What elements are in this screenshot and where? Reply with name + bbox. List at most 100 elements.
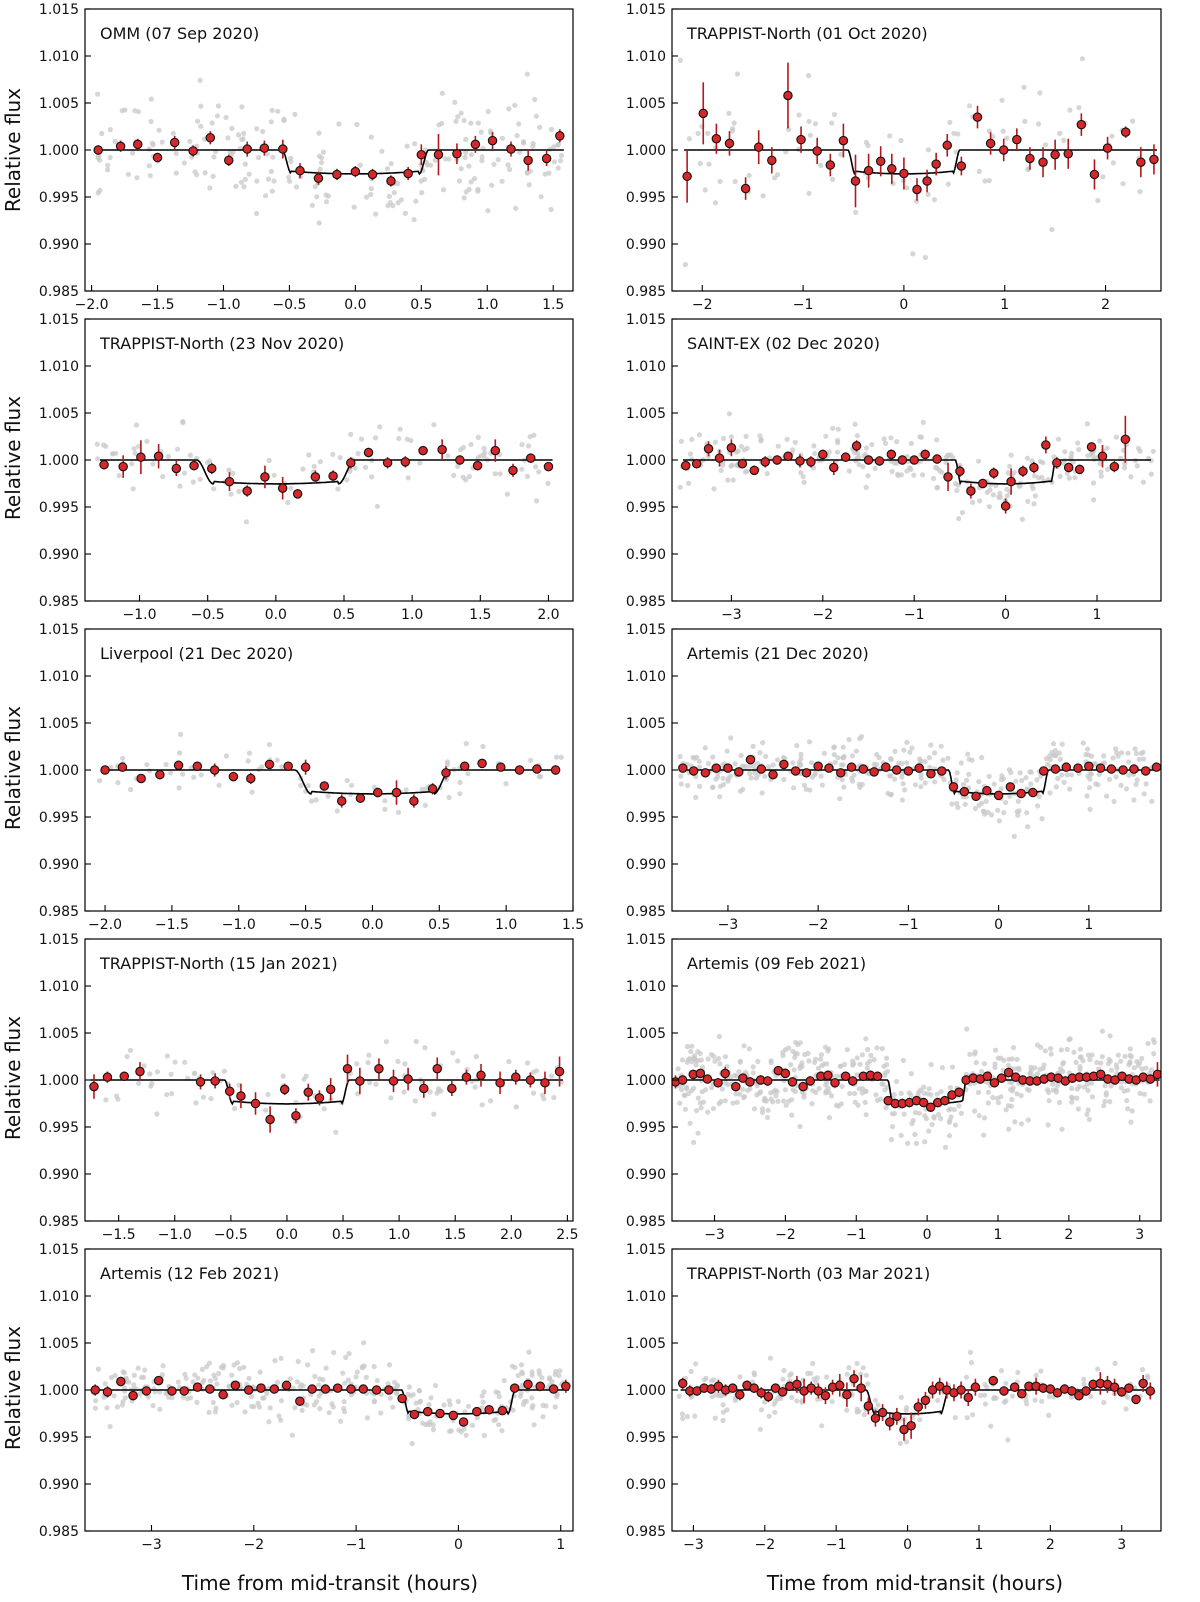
- raw-point: [904, 739, 910, 746]
- binned-point: [913, 1402, 924, 1412]
- raw-point: [481, 1389, 487, 1395]
- raw-point: [254, 126, 260, 132]
- raw-point: [488, 1098, 494, 1104]
- raw-point: [700, 1099, 707, 1105]
- raw-point: [549, 1073, 555, 1079]
- y-tick-label: 0.995: [626, 810, 666, 826]
- binned-point: [1029, 462, 1039, 473]
- raw-point: [195, 1375, 201, 1381]
- binned-point: [171, 463, 182, 474]
- raw-point: [1084, 793, 1090, 799]
- raw-point: [266, 1419, 272, 1425]
- raw-point: [1003, 1107, 1009, 1113]
- raw-point: [981, 1061, 988, 1067]
- raw-point: [286, 174, 292, 180]
- raw-point: [823, 433, 829, 439]
- raw-point: [747, 763, 753, 769]
- raw-point: [780, 1049, 786, 1055]
- binned-point: [523, 155, 533, 166]
- binned-point: [1052, 1388, 1063, 1398]
- raw-point: [532, 96, 538, 103]
- raw-point: [998, 1368, 1005, 1374]
- binned-point: [1129, 764, 1139, 774]
- raw-point: [379, 148, 385, 154]
- raw-point: [1045, 761, 1051, 767]
- raw-point: [412, 141, 418, 147]
- raw-point: [254, 210, 260, 217]
- raw-point: [1090, 480, 1097, 486]
- raw-point: [468, 152, 474, 158]
- raw-point: [824, 1374, 830, 1380]
- panel-title: SAINT-EX (02 Dec 2020): [687, 334, 880, 353]
- raw-point: [353, 1374, 359, 1380]
- raw-point: [949, 1064, 956, 1070]
- binned-point: [447, 1083, 457, 1094]
- raw-point: [753, 775, 759, 781]
- raw-point: [111, 1393, 117, 1399]
- raw-point: [509, 1363, 515, 1369]
- raw-point: [964, 1026, 970, 1032]
- binned-point: [487, 135, 498, 146]
- raw-point: [801, 1091, 807, 1097]
- raw-point: [865, 1381, 871, 1387]
- raw-point: [818, 773, 824, 779]
- raw-point: [686, 480, 692, 486]
- raw-point: [882, 1087, 888, 1093]
- raw-point: [455, 463, 461, 469]
- raw-point: [446, 794, 452, 801]
- raw-point: [135, 1365, 141, 1371]
- binned-point: [858, 764, 869, 774]
- raw-point: [894, 439, 900, 445]
- raw-point: [1125, 1106, 1131, 1112]
- raw-point: [1136, 756, 1142, 762]
- raw-point: [947, 119, 953, 125]
- binned-point: [835, 1380, 845, 1391]
- raw-point: [928, 1062, 934, 1068]
- binned-point: [548, 1384, 559, 1394]
- raw-point: [331, 1349, 337, 1356]
- raw-point: [514, 133, 520, 139]
- y-tick-label: 0.990: [39, 547, 79, 563]
- raw-point: [287, 1376, 293, 1382]
- raw-point: [908, 440, 914, 447]
- binned-point: [532, 764, 542, 774]
- raw-point: [1088, 771, 1094, 777]
- raw-point: [1110, 160, 1116, 166]
- raw-point: [323, 199, 330, 205]
- raw-point: [1127, 1052, 1133, 1058]
- y-tick-label: 0.985: [626, 284, 666, 300]
- raw-point: [431, 422, 437, 428]
- raw-point: [1018, 1093, 1024, 1099]
- raw-point: [397, 426, 403, 432]
- ylabel-row-4: Relative flux: [1, 1016, 25, 1140]
- raw-point: [932, 779, 938, 785]
- raw-point: [208, 1096, 214, 1102]
- binned-point: [1109, 461, 1120, 472]
- raw-point: [720, 462, 726, 468]
- raw-point: [194, 172, 200, 178]
- raw-point: [731, 120, 737, 126]
- raw-point: [1113, 774, 1119, 780]
- raw-point: [243, 519, 249, 525]
- raw-point: [976, 168, 982, 174]
- raw-point: [173, 170, 179, 176]
- raw-point: [536, 469, 542, 475]
- raw-point: [840, 755, 846, 761]
- binned-point: [135, 1066, 145, 1077]
- binned-points: [90, 1375, 571, 1427]
- raw-point: [1084, 1111, 1090, 1117]
- raw-point: [1120, 181, 1126, 187]
- raw-point: [1093, 455, 1099, 461]
- raw-point: [791, 785, 797, 791]
- binned-point: [863, 455, 874, 465]
- binned-point: [93, 145, 103, 155]
- raw-point: [794, 1051, 800, 1057]
- raw-point: [751, 1370, 757, 1376]
- x-tick-label: 0: [923, 1227, 932, 1243]
- raw-point: [233, 183, 239, 189]
- raw-point: [373, 1081, 379, 1087]
- raw-point: [260, 128, 266, 135]
- raw-point: [724, 748, 730, 754]
- raw-point: [858, 733, 865, 740]
- raw-point: [474, 1415, 480, 1421]
